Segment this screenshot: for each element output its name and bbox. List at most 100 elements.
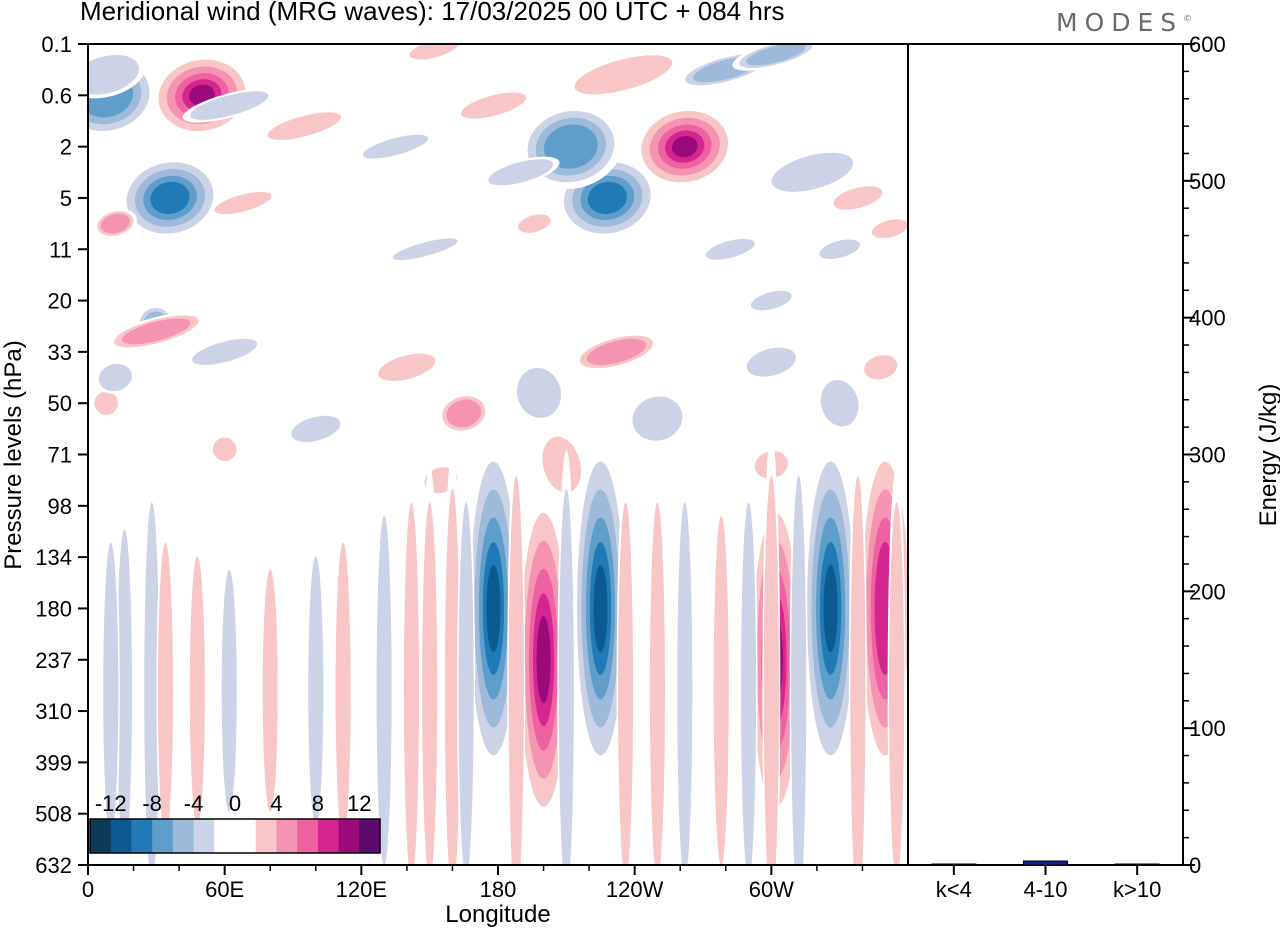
column-anomaly-3: [188, 530, 207, 851]
wind-feature-1-band-5: [536, 616, 551, 704]
colorbar-label: 4: [270, 791, 282, 816]
minor-anomaly-32-band-1: [291, 415, 341, 442]
minor-anomaly-26-band-1: [542, 436, 582, 493]
wind-feature-6: [633, 104, 737, 190]
wind-feature-8: [118, 155, 222, 241]
y-tick-label: 11: [49, 237, 72, 262]
column-anomaly-10-band-1: [422, 502, 438, 865]
column-anomaly-6: [306, 530, 325, 851]
minor-anomaly-6: [405, 44, 464, 62]
minor-anomaly-18: [815, 237, 864, 261]
colorbar-swatch: [297, 819, 319, 853]
y-tick-label: 71: [48, 443, 72, 468]
energy-tick-label: 300: [1189, 443, 1226, 468]
column-anomaly-23-band-1: [889, 502, 905, 865]
minor-anomaly-0-band-1: [88, 54, 140, 95]
minor-anomaly-27-band-1: [632, 396, 683, 441]
colorbar: -12 -8 -4 0 4 8 12: [89, 791, 381, 854]
y-axis-label: Pressure levels (hPa): [0, 340, 27, 569]
column-anomaly-24-band-1: [103, 542, 119, 839]
minor-anomaly-20: [105, 312, 207, 351]
minor-anomaly-33-band-1: [212, 437, 237, 462]
y-tick-label: 20: [48, 289, 72, 314]
colorbar-label: 8: [312, 791, 324, 816]
wind-feature-4-band-5: [823, 564, 838, 653]
colorbar-label: -8: [142, 791, 162, 816]
column-anomaly-4-band-1: [221, 569, 237, 812]
minor-anomaly-1-band-2: [100, 213, 130, 234]
column-anomaly-8-band-1: [376, 515, 392, 865]
minor-anomaly-36-band-1: [750, 290, 792, 311]
column-anomaly-5-band-1: [262, 569, 278, 812]
minor-anomaly-4-band-1: [267, 112, 341, 140]
energy-axis-label: Energy (J/kg): [1255, 384, 1280, 527]
minor-anomaly-15-band-1: [833, 186, 883, 210]
column-anomaly-6-band-1: [308, 556, 324, 825]
minor-anomaly-28-band-1: [746, 347, 796, 377]
y-tick-label: 632: [35, 853, 72, 878]
minor-anomaly-24: [572, 332, 661, 372]
y-tick-label: 0.6: [41, 83, 72, 108]
x-tick-label: 60W: [749, 877, 794, 902]
energy-tick-label: 0: [1189, 853, 1201, 878]
minor-anomaly-10-band-1: [518, 214, 551, 233]
minor-anomaly-36: [747, 288, 796, 313]
minor-anomaly-25-band-1: [516, 367, 562, 418]
minor-anomaly-35-band-1: [98, 363, 132, 392]
minor-anomaly-30: [861, 352, 901, 382]
column-anomaly-18-band-1: [713, 515, 729, 865]
minor-anomaly-10: [514, 212, 554, 235]
energy-category-label: k<4: [936, 877, 972, 902]
wind-feature-2: [572, 433, 629, 784]
energy-tick-label: 400: [1189, 306, 1226, 331]
column-anomaly-11-band-1: [444, 488, 461, 865]
minor-anomaly-17: [701, 236, 760, 262]
minor-anomaly-5-band-1: [362, 134, 429, 159]
minor-anomaly-15: [828, 183, 888, 212]
column-anomaly-9-band-1: [403, 502, 420, 865]
energy-axis: 0 100 200 300 400 500 600: [1183, 32, 1226, 878]
x-tick-label: 120E: [336, 877, 387, 902]
energy-bar: [1023, 860, 1068, 866]
colorbar-frame: [89, 818, 381, 854]
colorbar-swatch: [317, 819, 340, 853]
colorbar-label: 12: [347, 791, 371, 816]
column-anomaly-12-band-1: [458, 502, 474, 865]
x-axis: 0 60E 120E 180 120W 60W: [82, 865, 864, 902]
y-tick-label: 399: [35, 750, 72, 775]
colorbar-swatch: [90, 819, 112, 853]
column-anomaly-8: [375, 482, 394, 865]
column-anomaly-17-band-1: [677, 502, 693, 865]
minor-anomaly-3: [182, 88, 276, 123]
x-tick-label: 180: [480, 877, 517, 902]
wind-feature-0: [465, 433, 522, 784]
wind-feature-9-band-4: [587, 181, 627, 215]
minor-anomaly-16-band-1: [871, 219, 908, 239]
colorbar-swatch: [338, 819, 360, 853]
minor-anomaly-32: [286, 413, 345, 445]
energy-bar: [1114, 863, 1160, 866]
wind-feature-0-band-5: [486, 564, 501, 653]
minor-anomaly-3-band-1: [190, 91, 269, 120]
energy-category-label: k>10: [1113, 877, 1161, 902]
energy-category-label: 4-10: [1023, 877, 1067, 902]
minor-anomaly-11-band-1: [574, 55, 673, 95]
minor-anomaly-7-band-1: [460, 92, 527, 119]
y-tick-label: 50: [48, 391, 72, 416]
energy-tick-label: 200: [1189, 579, 1226, 604]
column-anomaly-7: [334, 514, 353, 865]
column-anomaly-0-band-1: [116, 529, 133, 852]
y-tick-label: 180: [35, 596, 72, 621]
minor-anomaly-6-band-1: [409, 44, 459, 60]
column-anomaly-20-band-1: [763, 475, 779, 865]
energy-bar: [931, 863, 977, 866]
y-tick-label: 310: [35, 699, 72, 724]
minor-anomaly-5: [356, 132, 435, 161]
column-anomaly-2: [156, 514, 175, 865]
wind-feature-2-band-5: [593, 564, 608, 653]
colorbar-swatch: [193, 819, 215, 853]
minor-anomaly-26: [538, 431, 585, 499]
minor-anomaly-14-band-1: [771, 152, 854, 192]
colorbar-swatch: [276, 819, 298, 853]
energy-frame: [907, 43, 1184, 866]
